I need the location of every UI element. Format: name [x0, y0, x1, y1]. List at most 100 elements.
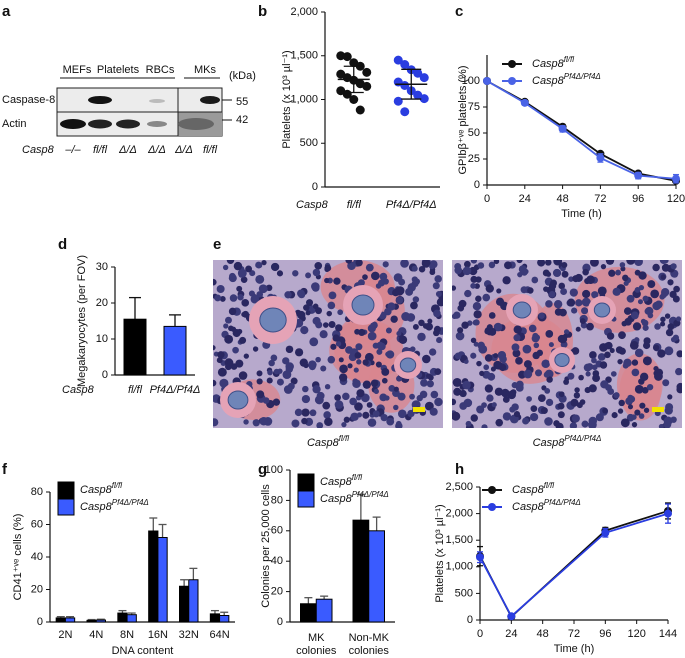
- x-tick-label: 72: [568, 628, 580, 640]
- nucleus: [667, 279, 674, 286]
- nucleus: [675, 367, 682, 376]
- nucleus: [219, 296, 226, 302]
- point: [419, 73, 429, 83]
- nucleus: [500, 388, 510, 398]
- lane-label: –/–: [64, 144, 81, 156]
- y-tick-label: 0: [277, 616, 283, 628]
- nucleus: [544, 417, 553, 426]
- legend-swatch: [297, 473, 315, 491]
- nucleus: [553, 260, 563, 266]
- nucleus: [436, 297, 443, 307]
- micrograph: [452, 260, 682, 428]
- nucleus: [290, 377, 298, 385]
- nucleus: [502, 412, 512, 421]
- nucleus: [464, 289, 472, 298]
- nucleus: [537, 394, 546, 403]
- nucleus: [267, 369, 273, 376]
- y-tick-label: 0: [467, 614, 473, 626]
- nucleus: [663, 420, 672, 428]
- nucleus: [386, 350, 395, 359]
- point: [507, 612, 516, 621]
- nucleus: [553, 299, 563, 309]
- nucleus: [337, 309, 344, 316]
- point: [664, 509, 672, 518]
- legend-marker: [488, 503, 496, 511]
- nucleus: [349, 397, 357, 406]
- nucleus: [292, 270, 299, 277]
- nucleus: [256, 378, 263, 385]
- nucleus: [667, 394, 673, 400]
- nucleus: [379, 272, 388, 281]
- nucleus: [604, 342, 611, 350]
- nucleus: [323, 411, 331, 419]
- nucleus: [311, 282, 320, 291]
- nucleus: [570, 398, 579, 407]
- nucleus: [507, 390, 517, 400]
- nucleus: [532, 351, 540, 360]
- nucleus: [302, 385, 309, 393]
- nucleus: [478, 344, 488, 354]
- nucleus: [422, 354, 431, 364]
- nucleus: [484, 354, 493, 362]
- nucleus: [582, 289, 591, 299]
- nucleus: [638, 378, 645, 385]
- marker-label: 55: [236, 96, 248, 108]
- nucleus: [515, 357, 523, 365]
- nucleus: [646, 383, 654, 391]
- nucleus: [216, 357, 223, 364]
- nucleus: [228, 307, 237, 316]
- nucleus: [585, 371, 591, 377]
- nucleus: [620, 266, 626, 272]
- nucleus: [332, 334, 340, 342]
- nucleus: [322, 322, 329, 328]
- nucleus: [592, 374, 601, 383]
- nucleus: [502, 276, 511, 285]
- nucleus: [224, 334, 234, 344]
- nucleus: [484, 328, 490, 335]
- bar: [219, 615, 230, 623]
- nucleus: [600, 263, 607, 270]
- legend-marker: [508, 77, 516, 85]
- nucleus: [475, 295, 482, 302]
- nucleus: [631, 414, 637, 420]
- nucleus: [384, 395, 390, 401]
- marker-label: 42: [236, 114, 248, 126]
- nucleus: [412, 296, 420, 303]
- nucleus: [538, 312, 545, 319]
- nucleus: [429, 407, 438, 416]
- lane-label: Δ/Δ: [118, 144, 137, 156]
- nucleus: [584, 386, 591, 394]
- nucleus: [665, 403, 674, 412]
- bar: [157, 537, 168, 623]
- nucleus: [335, 324, 343, 332]
- mk-nucleus: [399, 357, 417, 373]
- nucleus: [328, 320, 336, 328]
- nucleus: [434, 368, 442, 376]
- nucleus: [277, 368, 283, 374]
- micrograph-panel: e Casp8fl/fl Casp8Pf4Δ/Pf4Δ: [213, 236, 682, 449]
- nucleus: [470, 414, 478, 422]
- nucleus: [661, 263, 670, 272]
- nucleus: [493, 353, 499, 359]
- legend-marker: [508, 60, 516, 68]
- nucleus: [572, 275, 580, 283]
- nucleus: [618, 399, 625, 407]
- nucleus: [463, 398, 473, 408]
- legend-sup: Pf4Δ/Pf4Δ: [544, 498, 581, 507]
- nucleus: [579, 399, 586, 405]
- nucleus: [455, 331, 465, 341]
- nucleus: [370, 379, 379, 387]
- nucleus: [634, 260, 643, 267]
- nucleus: [584, 277, 591, 285]
- mk-nucleus: [554, 353, 570, 367]
- nucleus: [345, 346, 353, 354]
- lane-label: Δ/Δ: [174, 144, 193, 156]
- x-tick-label: 16N: [148, 629, 168, 641]
- nucleus: [376, 348, 383, 355]
- panel-label: e: [213, 236, 221, 253]
- nucleus: [613, 392, 620, 399]
- nucleus: [667, 323, 675, 331]
- nucleus: [476, 405, 485, 414]
- nucleus: [558, 334, 568, 344]
- nucleus: [452, 411, 461, 421]
